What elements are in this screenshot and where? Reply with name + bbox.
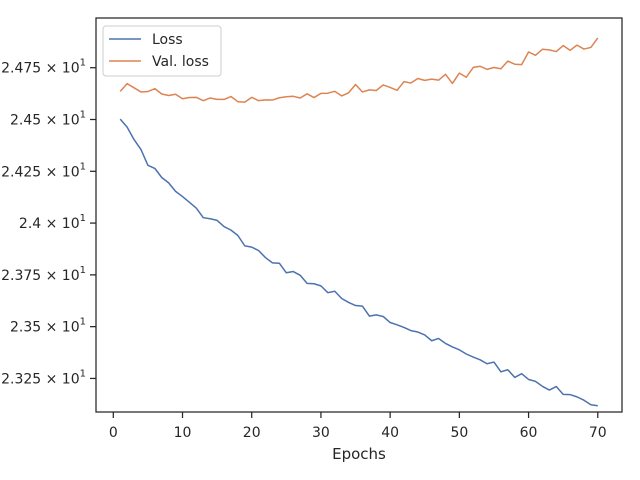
series-line-val-loss	[119, 37, 599, 103]
legend-label: Val. loss	[152, 54, 209, 70]
x-tick-label: 30	[312, 425, 330, 441]
y-tick-label: 2.325 × 101	[1, 368, 86, 387]
x-tick-label: 70	[589, 425, 607, 441]
legend-label: Loss	[152, 32, 183, 48]
x-tick-label: 10	[174, 425, 192, 441]
series-line-loss	[119, 118, 598, 407]
y-tick-label: 2.475 × 101	[1, 58, 86, 77]
x-tick-label: 50	[450, 425, 468, 441]
y-tick-label: 2.375 × 101	[1, 265, 86, 284]
y-tick-label: 2.35 × 101	[10, 317, 86, 336]
series-layer	[119, 37, 599, 407]
y-tick-label: 2.45 × 101	[10, 110, 86, 129]
x-axis: 0 10 20 30 40 50 60 70	[109, 412, 607, 441]
plot-area	[95, 17, 623, 413]
y-axis: 2.325 × 101 2.35 × 101 2.375 × 101 2.4 × 10…	[1, 58, 96, 387]
legend: Loss Val. loss	[102, 25, 222, 77]
y-tick-label: 2.4 × 101	[19, 213, 86, 232]
x-tick-label: 0	[109, 425, 118, 441]
x-axis-label: Epochs	[332, 445, 386, 463]
y-tick-label: 2.425 × 101	[1, 161, 86, 180]
x-tick-label: 40	[381, 425, 399, 441]
x-tick-label: 60	[520, 425, 538, 441]
axes-frame	[95, 17, 623, 413]
x-tick-label: 20	[243, 425, 261, 441]
